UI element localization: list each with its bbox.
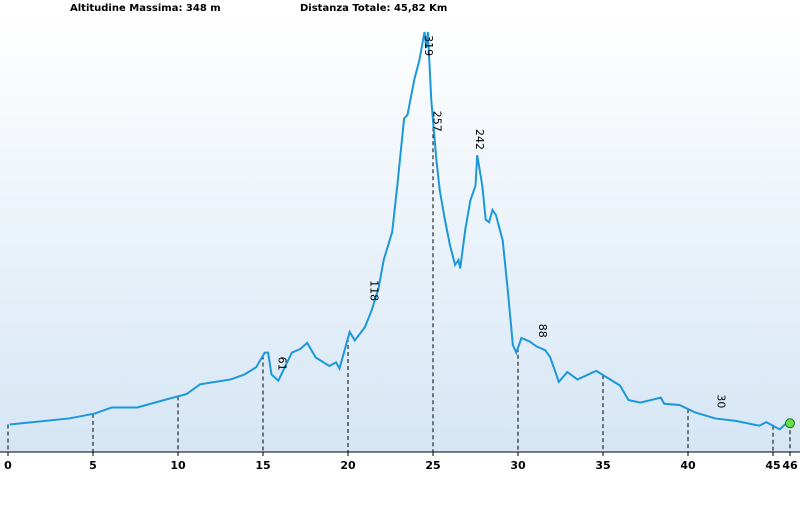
elevation-label: 88 xyxy=(536,324,549,338)
chart-subtitle: Distanza Totale: 45,82 Km xyxy=(300,3,447,14)
x-tick-label: 30 xyxy=(510,459,526,472)
x-tick-label: 35 xyxy=(595,459,610,472)
elevation-label: 61 xyxy=(276,357,289,371)
x-tick-label: 25 xyxy=(425,459,440,472)
elevation-label: 319 xyxy=(422,35,435,56)
elevation-label: 257 xyxy=(430,111,443,132)
x-tick-label: 46 xyxy=(782,459,798,472)
plot-background xyxy=(0,14,800,452)
x-tick-label: 15 xyxy=(255,459,270,472)
chart-title: Altitudine Massima: 348 m xyxy=(70,3,221,14)
x-tick-label: 10 xyxy=(170,459,186,472)
elevation-label: 242 xyxy=(473,129,486,150)
elevation-line xyxy=(9,31,791,431)
x-tick-label: 20 xyxy=(340,459,356,472)
x-tick-label: 0 xyxy=(4,459,12,472)
end-marker xyxy=(785,418,795,429)
x-tick-label: 5 xyxy=(89,459,97,472)
elevation-label: 118 xyxy=(368,280,381,301)
x-tick-label: 40 xyxy=(680,459,696,472)
elevation-label: 30 xyxy=(714,394,727,408)
x-tick-label: 45 xyxy=(765,459,780,472)
